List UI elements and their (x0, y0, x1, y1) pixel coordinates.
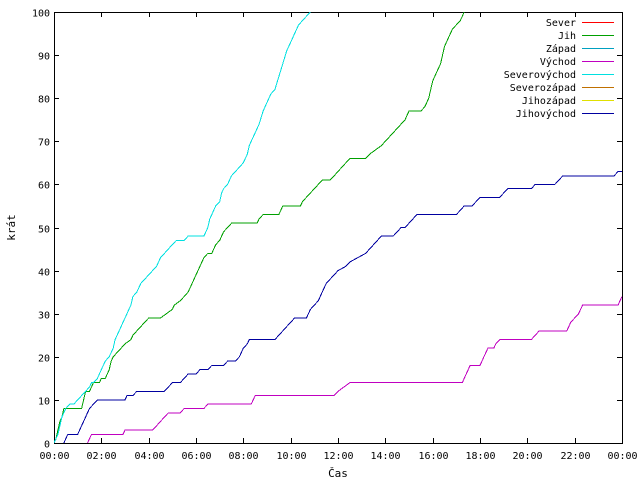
legend-label: Sever (546, 18, 576, 29)
y-tick-label: 90 (38, 52, 50, 63)
y-tick-label: 30 (38, 311, 50, 322)
series-line-1 (54, 12, 465, 443)
x-tick-label: 12:00 (323, 451, 353, 462)
x-tick-label: 22:00 (560, 451, 590, 462)
x-tick-label: 04:00 (134, 451, 164, 462)
x-tick-label: 00:00 (39, 451, 69, 462)
y-tick-label: 70 (38, 138, 50, 149)
x-tick-label: 00:00 (607, 451, 637, 462)
y-tick-label: 20 (38, 354, 50, 365)
legend-label: Jihozápad (522, 95, 576, 107)
x-axis-label: Čas (328, 467, 348, 480)
x-tick-label: 06:00 (181, 451, 211, 462)
y-tick-label: 0 (44, 440, 50, 451)
x-tick-label: 18:00 (465, 451, 495, 462)
series-line-4 (54, 12, 311, 443)
y-axis-label: krát (5, 214, 18, 241)
x-tick-label: 14:00 (370, 451, 400, 462)
legend: Sever JihZápadVýchodSeverovýchodSeverozáp… (504, 18, 614, 120)
legend-label: Západ (546, 43, 576, 55)
legend-label: Jih (558, 31, 576, 42)
x-tick-label: 20:00 (512, 451, 542, 462)
legend-label: Východ (540, 56, 576, 68)
ticks: 0 10 20 30 40 50 60 70 80 90 100 00:00 02:00 04:00 06:… (32, 9, 638, 463)
legend-label: Jihovýchod (516, 108, 576, 120)
legend-label: Severovýchod (504, 69, 576, 81)
y-tick-label: 40 (38, 268, 50, 279)
series-group (54, 12, 622, 443)
legend-label: Severozápad (510, 82, 576, 94)
x-tick-label: 02:00 (86, 451, 116, 462)
y-tick-label: 80 (38, 95, 50, 106)
y-tick-label: 10 (38, 397, 50, 408)
x-tick-label: 08:00 (228, 451, 258, 462)
y-tick-label: 100 (32, 9, 50, 20)
y-tick-label: 50 (38, 225, 50, 236)
x-tick-label: 16:00 (418, 451, 448, 462)
x-tick-label: 10:00 (276, 451, 306, 462)
y-tick-label: 60 (38, 181, 50, 192)
series-line-3 (87, 296, 622, 443)
series-line-7 (63, 171, 622, 443)
